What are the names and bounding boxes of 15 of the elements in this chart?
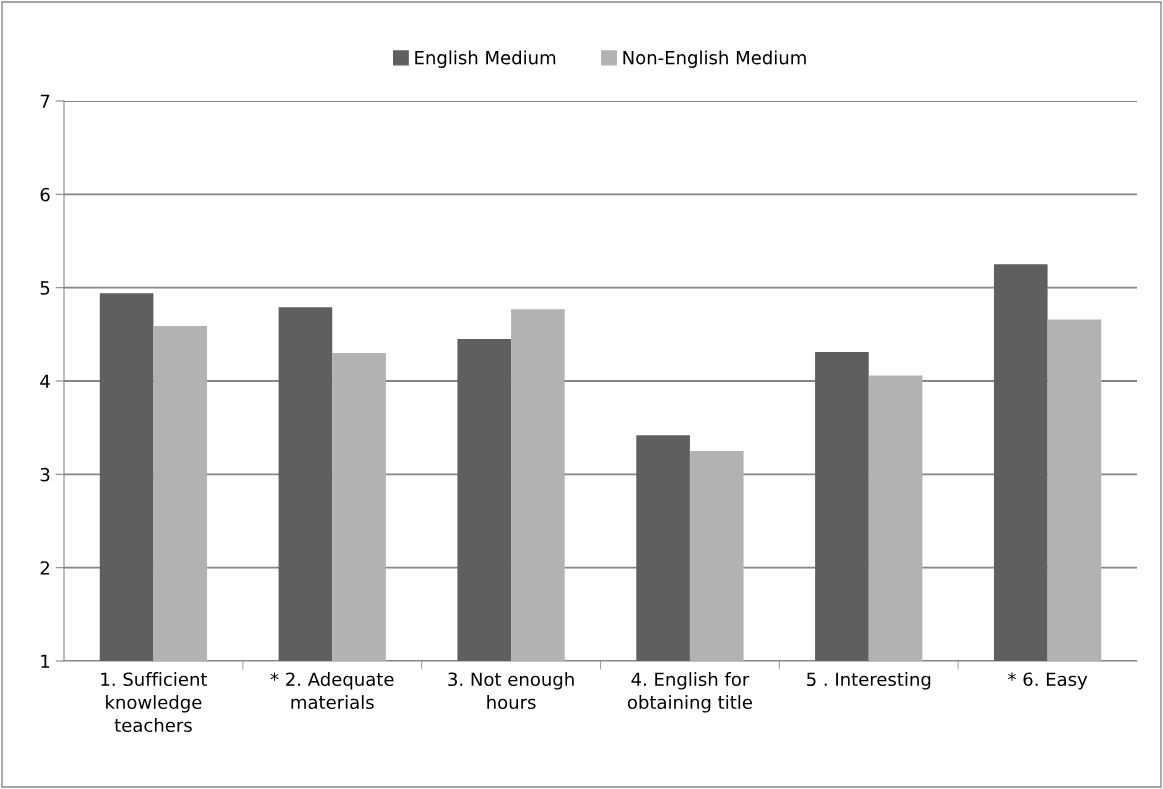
y-tick-label: 4: [40, 374, 50, 388]
x-tick-label: 5 . Interesting: [807, 672, 931, 690]
y-tick-label: 6: [40, 187, 50, 202]
y-tick-label: 2: [40, 561, 49, 575]
y-tick-label: 3: [40, 467, 50, 482]
x-tick-label: 1. Sufficient knowledge teachers: [101, 672, 208, 733]
y-tick-label: 5: [40, 281, 50, 295]
y-tick-label: 1: [41, 654, 50, 668]
x-tick-label: * 6. Easy: [1007, 672, 1088, 690]
legend-label: Non-English Medium: [623, 50, 806, 68]
x-tick-label: 3. Not enough hours: [448, 672, 574, 710]
y-tick-label: 7: [40, 94, 50, 108]
x-tick-label: * 2. Adequate materials: [270, 672, 394, 710]
legend-label: English Medium: [415, 50, 556, 68]
x-tick-label: 4. English for obtaining title: [627, 672, 752, 713]
